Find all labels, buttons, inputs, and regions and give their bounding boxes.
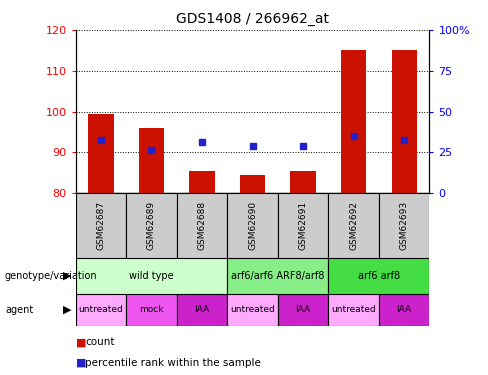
Bar [379, 294, 429, 326]
Text: ▶: ▶ [63, 271, 72, 281]
Bar [88, 114, 114, 193]
Bar [391, 50, 417, 193]
Text: ■: ■ [76, 358, 86, 368]
Text: untreated: untreated [79, 305, 123, 314]
Bar [278, 294, 328, 326]
Text: GSM62692: GSM62692 [349, 201, 358, 250]
Bar [278, 193, 328, 258]
Bar [227, 258, 328, 294]
Text: GSM62687: GSM62687 [97, 201, 105, 250]
Bar [177, 193, 227, 258]
Text: GSM62690: GSM62690 [248, 201, 257, 250]
Bar [177, 294, 227, 326]
Text: untreated: untreated [331, 305, 376, 314]
Bar [227, 193, 278, 258]
Bar [328, 294, 379, 326]
Text: arf6 arf8: arf6 arf8 [358, 271, 400, 281]
Text: agent: agent [5, 304, 33, 315]
Bar [139, 128, 164, 193]
Title: GDS1408 / 266962_at: GDS1408 / 266962_at [176, 12, 329, 26]
Bar [240, 175, 265, 193]
Text: arf6/arf6 ARF8/arf8: arf6/arf6 ARF8/arf8 [231, 271, 325, 281]
Text: count: count [85, 338, 115, 347]
Bar [227, 294, 278, 326]
Text: ▶: ▶ [63, 304, 72, 315]
Text: GSM62691: GSM62691 [299, 201, 307, 250]
Bar [290, 171, 316, 193]
Text: untreated: untreated [230, 305, 275, 314]
Text: GSM62688: GSM62688 [198, 201, 206, 250]
Bar [189, 171, 215, 193]
Text: mock: mock [139, 305, 163, 314]
Text: IAA: IAA [397, 305, 412, 314]
Bar [76, 258, 227, 294]
Bar [126, 193, 177, 258]
Text: genotype/variation: genotype/variation [5, 271, 98, 281]
Text: percentile rank within the sample: percentile rank within the sample [85, 358, 261, 368]
Text: GSM62693: GSM62693 [400, 201, 408, 250]
Bar [379, 193, 429, 258]
Bar [126, 294, 177, 326]
Text: IAA: IAA [296, 305, 311, 314]
Bar [328, 258, 429, 294]
Bar [76, 294, 126, 326]
Text: wild type: wild type [129, 271, 174, 281]
Bar [76, 193, 126, 258]
Text: IAA: IAA [194, 305, 209, 314]
Bar [341, 50, 366, 193]
Text: GSM62689: GSM62689 [147, 201, 156, 250]
Bar [328, 193, 379, 258]
Text: ■: ■ [76, 338, 86, 347]
